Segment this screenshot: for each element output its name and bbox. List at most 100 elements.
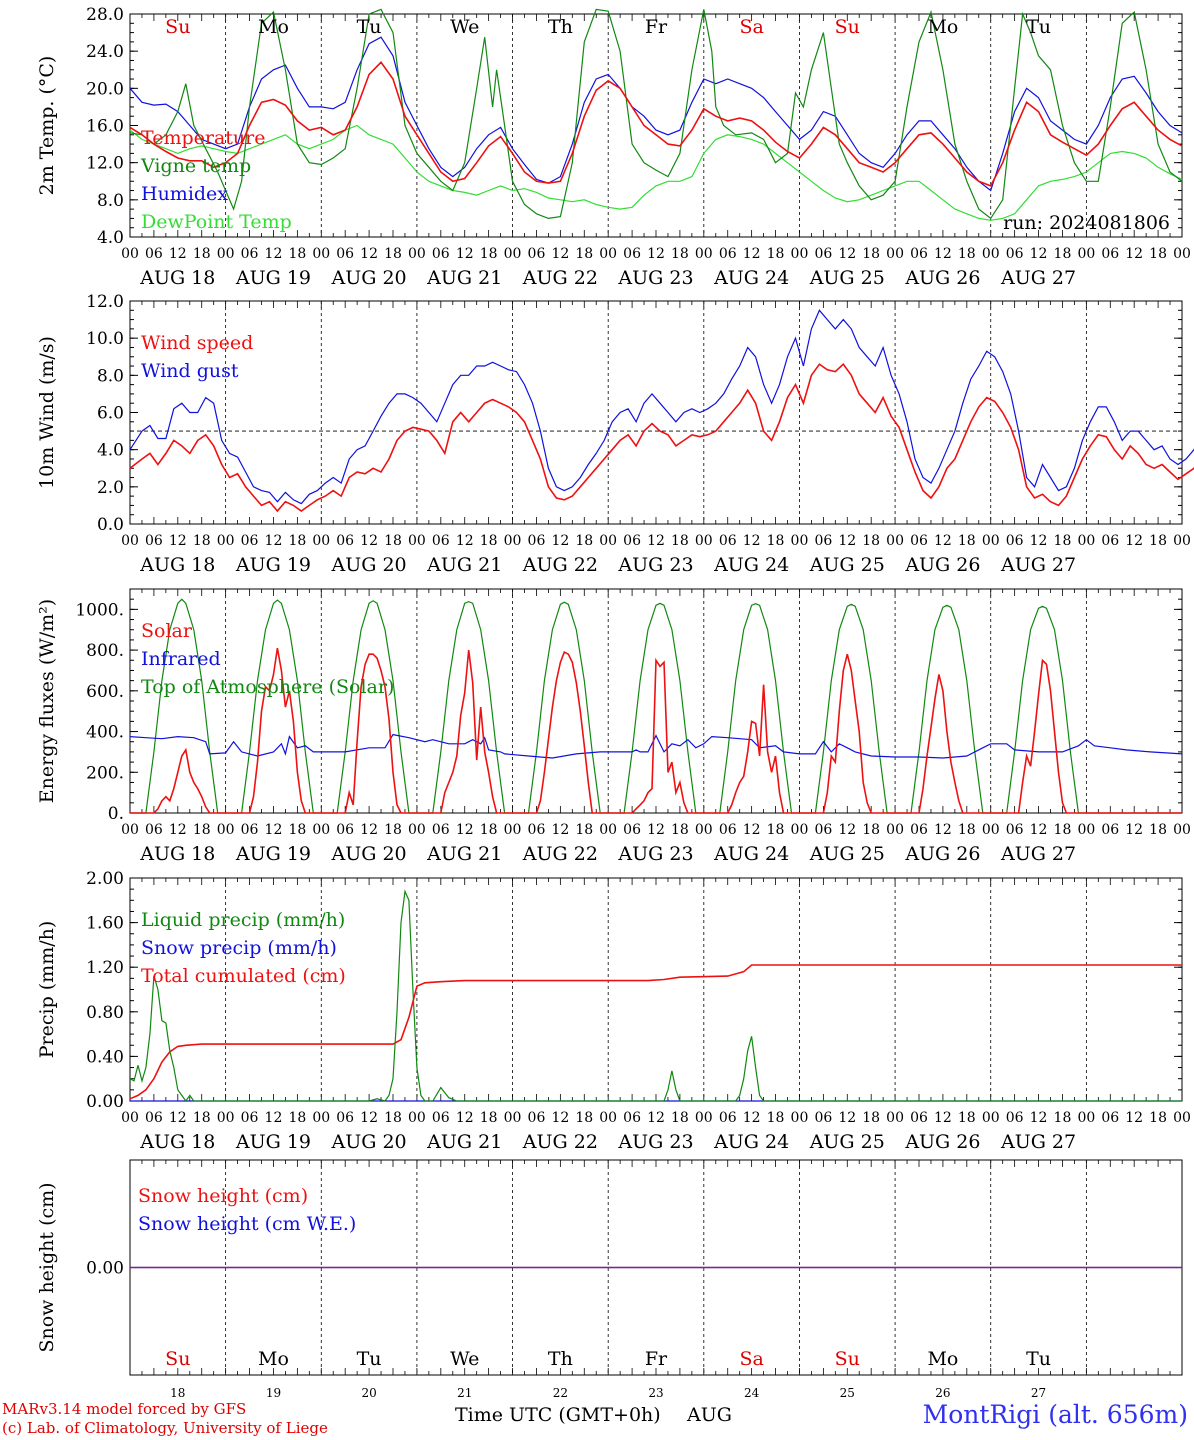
legend-entry: DewPoint Temp [141, 211, 292, 233]
y-tick-label: 16.0 [86, 117, 124, 137]
date-label: AUG 27 [1000, 267, 1076, 289]
y-tick-label: 4.0 [97, 441, 124, 461]
date-label: AUG 18 [139, 1131, 215, 1153]
hour-tick-label: 18 [575, 533, 593, 549]
hour-tick-label: 18 [958, 822, 976, 838]
hour-tick-label: 00 [1077, 533, 1095, 549]
weekday-label: Tu [1026, 1348, 1051, 1370]
hour-tick-label: 12 [169, 246, 187, 262]
hour-tick-label: 00 [504, 246, 522, 262]
hour-tick-label: 06 [145, 246, 163, 262]
hour-tick-label: 18 [1149, 822, 1167, 838]
hour-tick-label: 00 [1077, 1110, 1095, 1126]
weekday-label: Tu [1026, 16, 1051, 38]
hour-tick-label: 06 [623, 822, 641, 838]
y-tick-label: 10.0 [86, 329, 124, 349]
y-tick-label: 8.0 [97, 191, 124, 211]
hour-tick-label: 00 [791, 246, 809, 262]
hour-tick-label: 18 [480, 246, 498, 262]
series-line-temperature [129, 61, 1183, 187]
hour-tick-label: 12 [743, 822, 761, 838]
hour-tick-label: 18 [958, 1110, 976, 1126]
y-tick-label: 0.0 [97, 515, 124, 535]
date-label: AUG 27 [1000, 843, 1076, 865]
hour-tick-label: 06 [336, 246, 354, 262]
x-axis-title: Time UTC (GMT+0h) [455, 1404, 661, 1426]
hour-tick-label: 06 [814, 1110, 832, 1126]
hour-tick-label: 12 [1125, 822, 1143, 838]
legend-entry: Wind speed [141, 332, 253, 354]
hour-tick-label: 18 [862, 246, 880, 262]
series-line-vigne-temp [129, 8, 1183, 220]
hour-tick-label: 18 [193, 533, 211, 549]
hour-tick-label: 00 [504, 1110, 522, 1126]
hour-tick-label: 12 [934, 533, 952, 549]
hour-tick-label: 00 [504, 822, 522, 838]
weekday-label: Mo [258, 1348, 289, 1370]
hour-tick-label: 18 [1149, 246, 1167, 262]
date-label: AUG 26 [904, 267, 980, 289]
legend-entry: Snow height (cm) [138, 1185, 308, 1207]
weekday-label: Sa [739, 16, 763, 38]
series-line-wind-gust [129, 309, 1194, 505]
date-label: AUG 20 [331, 843, 407, 865]
hour-tick-label: 18 [671, 246, 689, 262]
hour-tick-label: 18 [958, 533, 976, 549]
hour-tick-label: 18 [1054, 246, 1072, 262]
y-tick-label: 600. [86, 682, 124, 702]
hour-tick-label: 06 [623, 1110, 641, 1126]
y-tick-label: 4.0 [97, 228, 124, 248]
hour-tick-label: 12 [456, 1110, 474, 1126]
legend-entry: Humidex [141, 183, 228, 205]
hour-tick-label: 06 [432, 822, 450, 838]
y-tick-label: 400. [86, 723, 124, 743]
y-tick-label: 800. [86, 641, 124, 661]
y-tick-label: 0.80 [86, 1003, 124, 1023]
hour-tick-label: 00 [121, 822, 139, 838]
hour-tick-label: 18 [288, 822, 306, 838]
date-label: AUG 23 [617, 554, 693, 576]
hour-tick-label: 06 [1006, 533, 1024, 549]
hour-tick-label: 12 [1125, 246, 1143, 262]
date-label: AUG 24 [713, 843, 789, 865]
date-label: AUG 23 [617, 1131, 693, 1153]
x-axis-month: AUG [687, 1404, 732, 1426]
hour-tick-label: 06 [528, 533, 546, 549]
hour-tick-label: 12 [838, 1110, 856, 1126]
weekday-label: Sa [739, 1348, 763, 1370]
hour-tick-label: 12 [934, 246, 952, 262]
hour-tick-label: 12 [265, 822, 283, 838]
hour-tick-label: 12 [169, 1110, 187, 1126]
date-label: AUG 25 [809, 267, 885, 289]
hour-tick-label: 00 [886, 822, 904, 838]
hour-tick-label: 12 [647, 246, 665, 262]
plot-frame [129, 300, 1183, 525]
hour-tick-label: 12 [551, 822, 569, 838]
y-tick-label: 6.0 [97, 404, 124, 424]
hour-tick-label: 00 [695, 822, 713, 838]
weekday-label: Tu [357, 16, 382, 38]
hour-tick-label: 18 [575, 822, 593, 838]
hour-tick-label: 00 [217, 1110, 235, 1126]
hour-tick-label: 12 [456, 246, 474, 262]
hour-tick-label: 12 [456, 822, 474, 838]
hour-tick-label: 00 [1077, 822, 1095, 838]
hour-tick-label: 06 [432, 246, 450, 262]
date-label: AUG 24 [713, 1131, 789, 1153]
y-axis-label: 10m Wind (m/s) [36, 336, 58, 489]
hour-tick-label: 12 [1125, 533, 1143, 549]
day-number: 25 [840, 1386, 855, 1400]
legend-entry: Wind gust [141, 360, 239, 382]
hour-tick-label: 12 [838, 246, 856, 262]
run-label: run: 2024081806 [1003, 212, 1170, 234]
hour-tick-label: 12 [647, 533, 665, 549]
panel-3: 0. 200. 400. 600. 800. 1000. Energy fluxes (W/… [36, 588, 1191, 865]
hour-tick-label: 00 [312, 822, 330, 838]
day-number: 22 [553, 1386, 568, 1400]
hour-tick-label: 18 [384, 533, 402, 549]
hour-tick-label: 12 [265, 533, 283, 549]
legend-entry: Total cumulated (cm) [141, 965, 346, 987]
hour-tick-label: 18 [1054, 533, 1072, 549]
hour-tick-label: 18 [671, 1110, 689, 1126]
y-axis-label: Snow height (cm) [36, 1182, 58, 1352]
